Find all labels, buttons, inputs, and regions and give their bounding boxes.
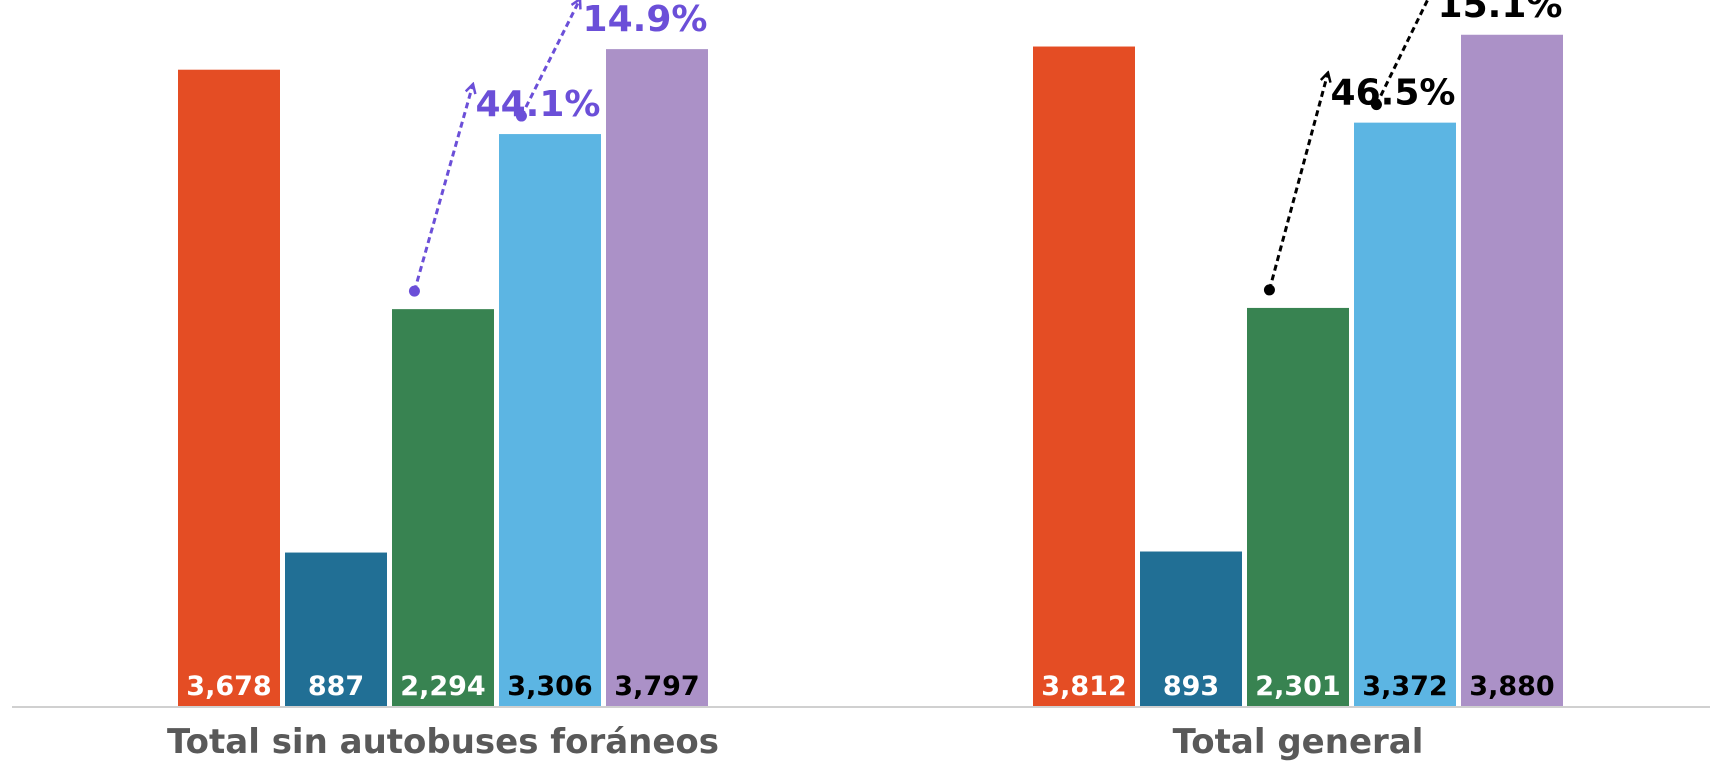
bar-value-label: 3,880: [1469, 671, 1554, 702]
bar-value-label: 893: [1163, 671, 1219, 702]
growth-percent-label: 44.1%: [476, 84, 601, 125]
annotation-arrow: [1267, 73, 1328, 291]
bar: [178, 69, 280, 707]
annotation-arrow: [1375, 0, 1430, 106]
bar: [606, 49, 708, 706]
bar-value-label: 3,306: [507, 671, 592, 702]
bar: [1033, 46, 1135, 707]
bar-value-label: 3,812: [1041, 671, 1126, 702]
growth-percent-label: 46.5%: [1331, 73, 1456, 114]
bar: [1354, 122, 1456, 707]
bar: [285, 552, 387, 706]
category-label: Total sin autobuses foráneos: [167, 722, 719, 762]
bar-value-label: 887: [308, 671, 364, 702]
bar: [1247, 307, 1349, 706]
bar-value-label: 3,372: [1362, 671, 1447, 702]
annotation-arrow: [520, 0, 580, 117]
bar: [1461, 34, 1563, 706]
annotation-arrow: [412, 84, 473, 292]
bar: [392, 309, 494, 706]
growth-percent-label: 15.1%: [1438, 0, 1563, 26]
bar-value-label: 3,797: [614, 671, 699, 702]
bar: [499, 134, 601, 706]
bar: [1140, 551, 1242, 706]
bar-value-label: 3,678: [186, 671, 271, 702]
growth-percent-label: 14.9%: [583, 0, 708, 40]
category-label: Total general: [1173, 722, 1424, 762]
bar-value-label: 2,301: [1255, 671, 1340, 702]
bar-value-label: 2,294: [400, 671, 485, 702]
